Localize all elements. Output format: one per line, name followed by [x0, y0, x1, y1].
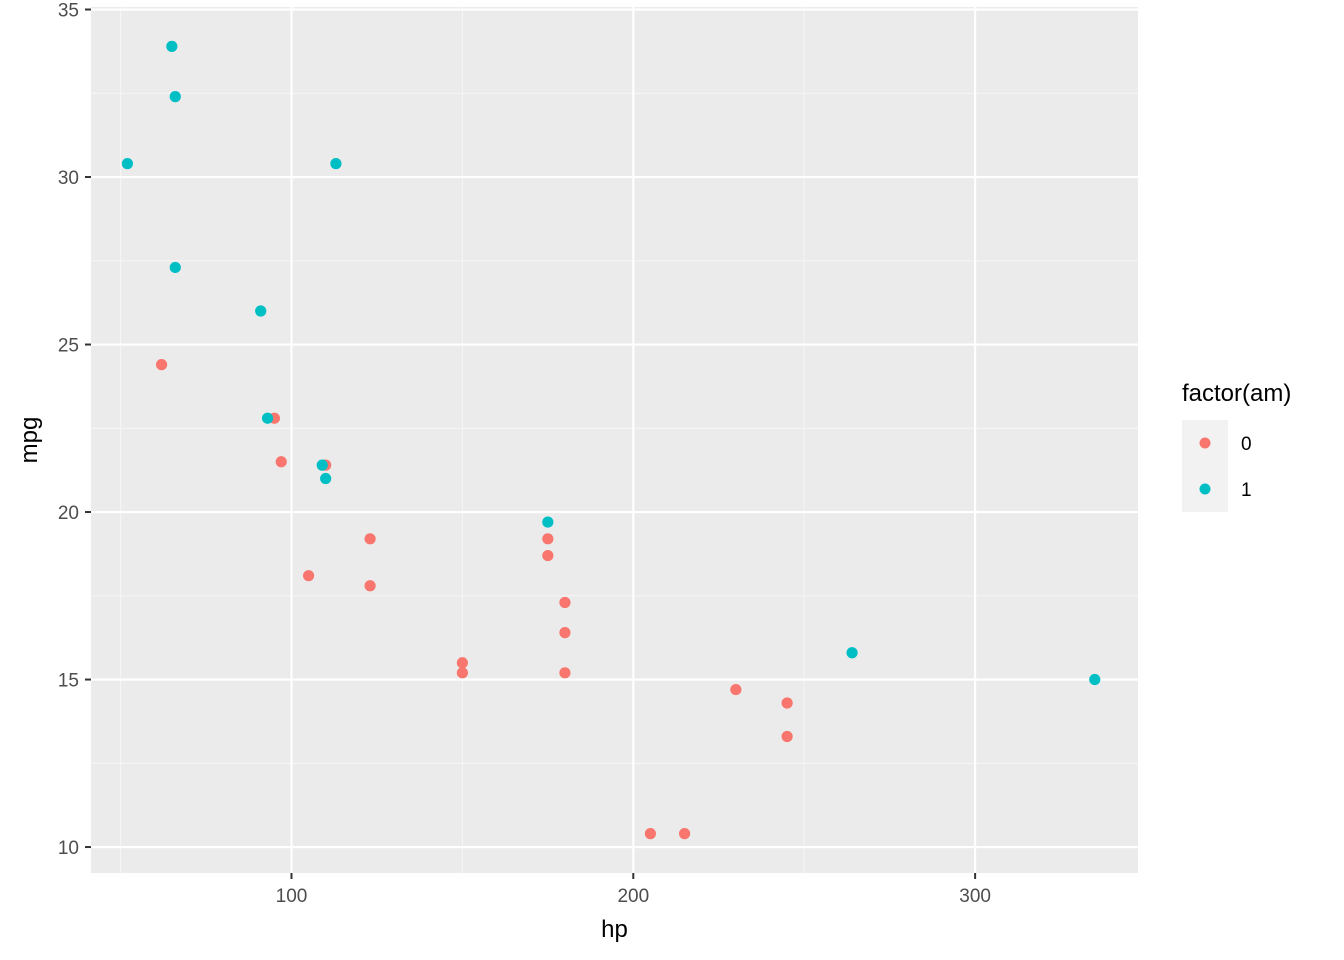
- y-axis-title: mpg: [16, 417, 43, 464]
- point-1-8: [330, 158, 342, 170]
- y-tick-label-2: 20: [58, 503, 79, 524]
- point-1-1: [316, 459, 328, 471]
- legend-swatch-1: [1199, 483, 1211, 495]
- point-1-2: [261, 412, 274, 424]
- point-0-17: [781, 730, 793, 743]
- y-tick-label-4: 30: [58, 168, 79, 189]
- legend-label-0: 0: [1241, 434, 1252, 455]
- point-1-4: [121, 158, 134, 170]
- point-0-16: [456, 667, 468, 679]
- point-0-8: [559, 627, 571, 639]
- point-0-4: [155, 359, 168, 371]
- y-tick-label-5: 35: [58, 1, 79, 22]
- y-tick-label-3: 25: [58, 336, 79, 357]
- point-0-14: [275, 456, 287, 468]
- point-1-11: [1089, 673, 1101, 686]
- minor-gridlines: [91, 7, 1138, 873]
- x-tick-label-0: 100: [276, 886, 308, 907]
- data-points: [121, 40, 1101, 840]
- point-0-2: [302, 570, 315, 582]
- major-gridlines: [91, 7, 1138, 873]
- point-1-3: [169, 91, 181, 103]
- legend-swatch-0: [1199, 437, 1211, 449]
- point-1-0: [320, 472, 332, 485]
- point-0-18: [542, 533, 554, 545]
- x-tick-label-2: 300: [959, 886, 991, 907]
- point-0-11: [644, 828, 656, 840]
- y-tick-label-1: 15: [58, 671, 79, 692]
- x-tick-label-1: 200: [617, 886, 649, 907]
- x-axis-title: hp: [601, 916, 628, 943]
- point-0-6: [364, 533, 376, 545]
- x-axis: 100 200 300: [276, 873, 991, 907]
- point-0-9: [559, 596, 571, 609]
- point-1-7: [255, 305, 267, 317]
- y-tick-label-0: 10: [58, 838, 79, 859]
- point-0-13: [730, 683, 742, 696]
- point-0-15: [456, 657, 468, 669]
- point-0-7: [364, 580, 376, 592]
- legend-label-1: 1: [1241, 480, 1252, 501]
- point-0-10: [559, 667, 571, 679]
- legend: factor(am) 0 1: [1182, 380, 1291, 512]
- plot-panel: [91, 7, 1138, 873]
- point-1-6: [169, 261, 181, 274]
- point-0-1: [542, 549, 554, 562]
- y-axis: 10 15 20 25 30 35: [58, 1, 91, 859]
- point-1-5: [166, 40, 178, 52]
- point-0-3: [781, 697, 793, 709]
- point-1-9: [846, 647, 858, 659]
- legend-title: factor(am): [1182, 380, 1291, 407]
- point-1-10: [542, 516, 554, 528]
- point-0-12: [678, 828, 691, 840]
